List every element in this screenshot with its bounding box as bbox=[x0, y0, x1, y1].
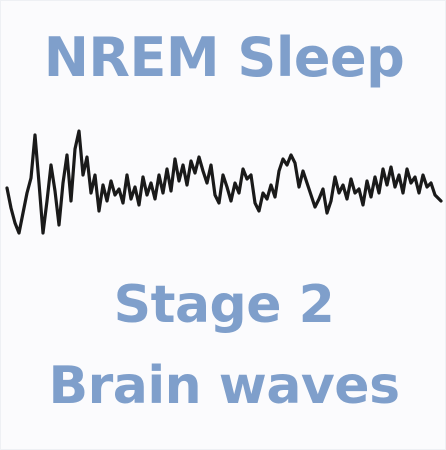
subtitle-stage: Stage 2 bbox=[113, 275, 335, 335]
eeg-waveform-icon bbox=[5, 129, 443, 235]
title: NREM Sleep bbox=[43, 26, 405, 89]
subtitle-brain-waves: Brain waves bbox=[48, 356, 400, 416]
